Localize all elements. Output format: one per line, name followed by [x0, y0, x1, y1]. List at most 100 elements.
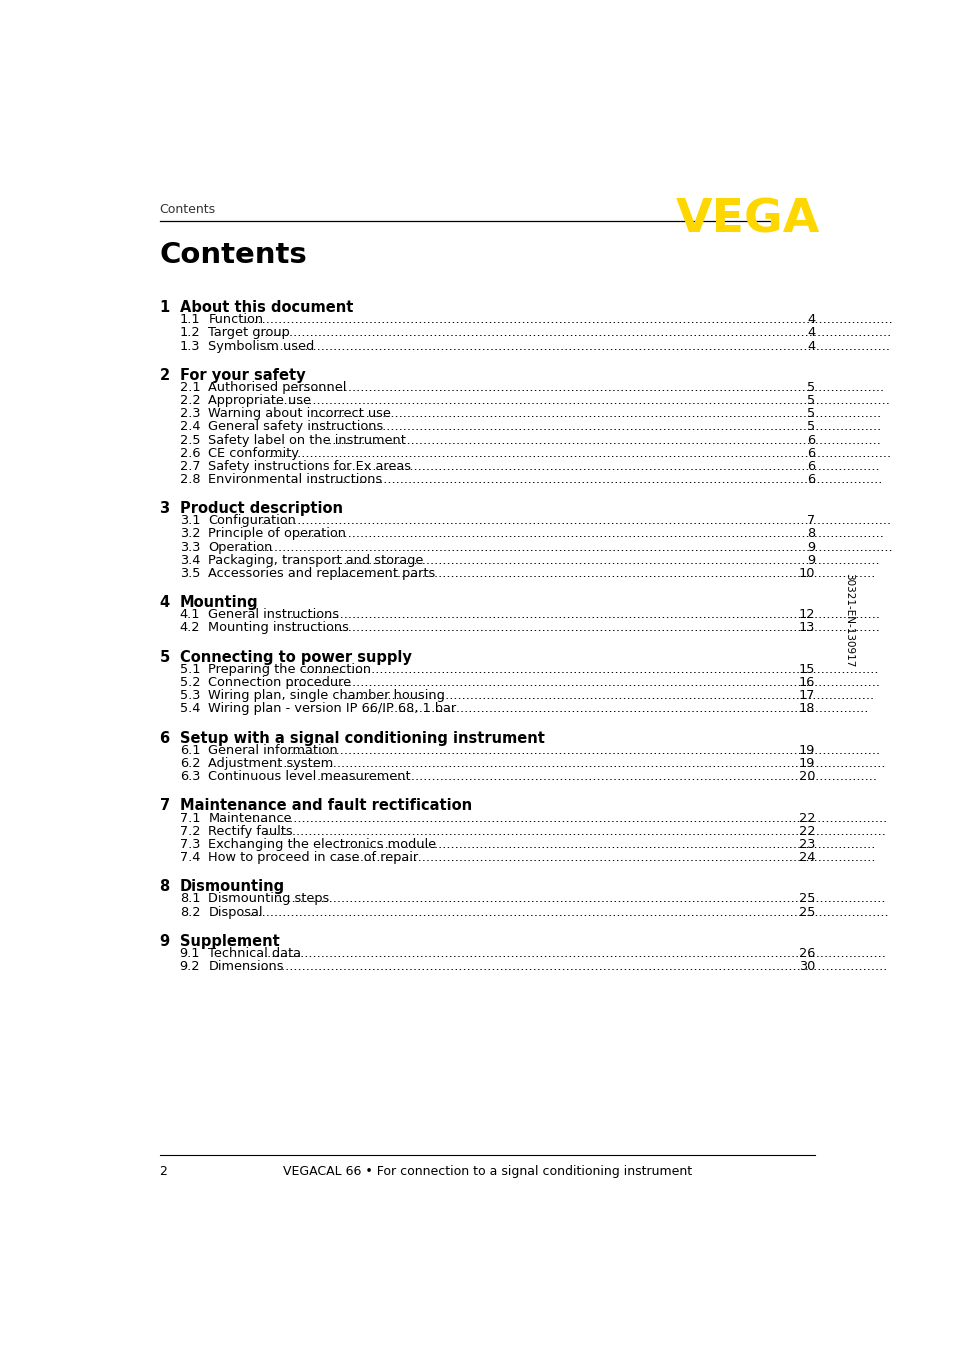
Text: 4.1: 4.1	[179, 608, 200, 621]
Text: 6: 6	[806, 473, 815, 486]
Text: Supplement: Supplement	[179, 934, 279, 949]
Text: 8: 8	[159, 879, 170, 895]
Text: 7.2: 7.2	[179, 825, 200, 838]
Text: 5: 5	[806, 421, 815, 433]
Text: Maintenance: Maintenance	[208, 811, 292, 825]
Text: Mounting: Mounting	[179, 596, 258, 611]
Text: ................................................................................: ........................................…	[335, 567, 875, 580]
Text: 19: 19	[798, 743, 815, 757]
Text: Technical data: Technical data	[208, 946, 301, 960]
Text: Wiring plan - version IP 66/IP 68, 1 bar: Wiring plan - version IP 66/IP 68, 1 bar	[208, 703, 456, 715]
Text: Authorised personnel: Authorised personnel	[208, 382, 346, 394]
Text: 4: 4	[159, 596, 170, 611]
Text: 1.1: 1.1	[179, 313, 200, 326]
Text: Contents: Contents	[159, 241, 307, 269]
Text: 9: 9	[159, 934, 170, 949]
Text: ................................................................................: ........................................…	[256, 326, 891, 340]
Text: 6: 6	[159, 731, 170, 746]
Text: Safety instructions for Ex areas: Safety instructions for Ex areas	[208, 460, 411, 473]
Text: 2.1: 2.1	[179, 382, 200, 394]
Text: ................................................................................: ........................................…	[332, 850, 876, 864]
Text: 9: 9	[806, 540, 815, 554]
Text: ................................................................................: ........................................…	[313, 421, 882, 433]
Text: ................................................................................: ........................................…	[264, 825, 886, 838]
Text: Disposal: Disposal	[208, 906, 263, 918]
Text: About this document: About this document	[179, 301, 353, 315]
Text: ................................................................................: ........................................…	[335, 838, 875, 850]
Text: 24: 24	[798, 850, 815, 864]
Text: 17: 17	[798, 689, 815, 703]
Text: 3.2: 3.2	[179, 528, 200, 540]
Text: 3.4: 3.4	[179, 554, 200, 566]
Text: General information: General information	[208, 743, 337, 757]
Text: 6.3: 6.3	[179, 770, 200, 783]
Text: ................................................................................: ........................................…	[286, 608, 880, 621]
Text: 3: 3	[159, 501, 170, 516]
Text: 9: 9	[806, 554, 815, 566]
Text: Maintenance and fault rectification: Maintenance and fault rectification	[179, 799, 472, 814]
Text: ................................................................................: ........................................…	[264, 340, 890, 352]
Text: 4: 4	[806, 326, 815, 340]
Text: 4: 4	[806, 313, 815, 326]
Text: ................................................................................: ........................................…	[286, 382, 883, 394]
Text: 7.1: 7.1	[179, 811, 200, 825]
Text: 5.2: 5.2	[179, 676, 200, 689]
Text: 16: 16	[798, 676, 815, 689]
Text: Environmental instructions: Environmental instructions	[208, 473, 382, 486]
Text: Accessories and replacement parts: Accessories and replacement parts	[208, 567, 436, 580]
Text: ................................................................................: ........................................…	[286, 676, 880, 689]
Text: ................................................................................: ........................................…	[332, 460, 880, 473]
Text: Adjustment system: Adjustment system	[208, 757, 334, 770]
Text: Connecting to power supply: Connecting to power supply	[179, 650, 411, 665]
Text: 7: 7	[806, 515, 815, 527]
Text: 6: 6	[806, 460, 815, 473]
Text: Contents: Contents	[159, 203, 215, 215]
Text: 1.3: 1.3	[179, 340, 200, 352]
Text: Continuous level measurement: Continuous level measurement	[208, 770, 411, 783]
Text: 23: 23	[798, 838, 815, 850]
Text: 30321-EN-130917: 30321-EN-130917	[843, 573, 853, 668]
Text: 2.2: 2.2	[179, 394, 200, 408]
Text: 2.3: 2.3	[179, 408, 200, 420]
Text: Mounting instructions: Mounting instructions	[208, 621, 349, 635]
Text: 5.1: 5.1	[179, 663, 200, 676]
Text: 3.1: 3.1	[179, 515, 200, 527]
Text: 19: 19	[798, 757, 815, 770]
Text: 6.2: 6.2	[179, 757, 200, 770]
Text: 6: 6	[806, 447, 815, 459]
Text: ................................................................................: ........................................…	[260, 515, 890, 527]
Text: 5: 5	[806, 382, 815, 394]
Text: ................................................................................: ........................................…	[290, 621, 880, 635]
Text: ................................................................................: ........................................…	[249, 960, 887, 974]
Text: 26: 26	[798, 946, 815, 960]
Text: VEGACAL 66 • For connection to a signal conditioning instrument: VEGACAL 66 • For connection to a signal …	[282, 1164, 691, 1178]
Text: 2.6: 2.6	[179, 447, 200, 459]
Text: Symbolism used: Symbolism used	[208, 340, 314, 352]
Text: For your safety: For your safety	[179, 368, 305, 383]
Text: Rectify faults: Rectify faults	[208, 825, 293, 838]
Text: 3.5: 3.5	[179, 567, 200, 580]
Text: 2.5: 2.5	[179, 433, 200, 447]
Text: 7: 7	[159, 799, 170, 814]
Text: ................................................................................: ........................................…	[283, 743, 880, 757]
Text: Preparing the connection: Preparing the connection	[208, 663, 371, 676]
Text: ................................................................................: ........................................…	[332, 554, 880, 566]
Text: 8.2: 8.2	[179, 906, 200, 918]
Text: Dimensions: Dimensions	[208, 960, 284, 974]
Text: Operation: Operation	[208, 540, 273, 554]
Text: ................................................................................: ........................................…	[268, 394, 890, 408]
Text: Target group: Target group	[208, 326, 290, 340]
Text: ................................................................................: ........................................…	[324, 433, 881, 447]
Text: ................................................................................: ........................................…	[245, 540, 892, 554]
Text: 25: 25	[798, 906, 815, 918]
Text: 2.7: 2.7	[179, 460, 200, 473]
Text: 4: 4	[806, 340, 815, 352]
Text: 2.4: 2.4	[179, 421, 200, 433]
Text: ................................................................................: ........................................…	[301, 663, 879, 676]
Text: Exchanging the electronics module: Exchanging the electronics module	[208, 838, 436, 850]
Text: 30: 30	[798, 960, 815, 974]
Text: ................................................................................: ........................................…	[241, 906, 888, 918]
Text: ................................................................................: ........................................…	[309, 473, 882, 486]
Text: ................................................................................: ........................................…	[260, 447, 890, 459]
Text: 9.1: 9.1	[179, 946, 200, 960]
